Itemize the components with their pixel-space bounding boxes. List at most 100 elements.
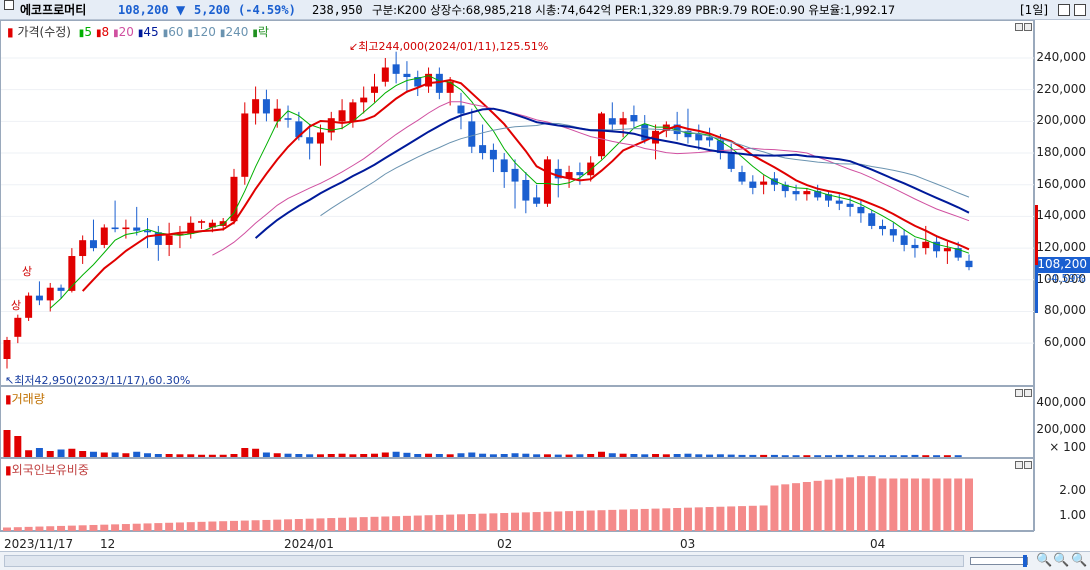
foreign-bar [456,514,465,531]
volume-bar [781,455,789,457]
candle-body [198,221,206,223]
volume-bar [230,454,238,457]
volume-bar [68,448,76,457]
foreign-bar [197,521,206,531]
candle-body [46,287,54,301]
candle-body [608,118,616,125]
candle-body [187,222,195,234]
panel-minimize-icon[interactable] [1015,23,1023,31]
stock-name[interactable]: 에코프로머티 [20,3,87,17]
volume-bar [349,454,357,457]
zoom-slider-handle[interactable] [1023,555,1027,567]
candle-body [543,159,551,204]
volume-bar [706,454,714,457]
candle-body [14,317,22,337]
foreign-bar [738,506,747,531]
date-label: 12 [100,537,116,551]
candle-body [652,130,660,144]
foreign-bar [554,511,563,531]
candle-body [371,86,379,93]
ma20-line [212,101,970,256]
volume-bar [338,453,346,457]
candle-body [468,121,476,147]
volume-bar [922,455,930,457]
volume-tick: 200,000 [1036,422,1086,436]
zoom-slider[interactable] [970,555,1028,567]
foreign-bar [824,479,833,531]
volume-bar [489,454,497,457]
foreign-bar [705,507,714,531]
candle-body [846,203,854,207]
volume-bar [597,451,605,457]
foreign-bar [381,516,390,531]
foreign-bar [467,513,476,531]
foreign-bar [175,522,184,531]
volume-bar [770,454,778,457]
foreign-bar [359,517,368,531]
ma8-line [81,78,970,292]
candle-body [533,197,541,204]
candle-body [695,134,703,141]
price-tick: 240,000 [1036,50,1086,64]
down-arrow-icon: ▼ [176,3,186,17]
foreign-chart-svg[interactable] [1,459,1035,532]
date-label: 04 [870,537,886,551]
candle-body [706,137,714,141]
foreign-bar [143,523,152,531]
volume-bar [716,454,724,457]
date-label: 2024/01 [284,537,334,551]
date-label: 03 [680,537,696,551]
maximize-icon[interactable] [1074,4,1086,16]
legend-ma-45: ▮45 [137,25,159,39]
panel-minimize-icon[interactable] [1015,461,1023,469]
panel-minimize-icon[interactable] [1015,389,1023,397]
zoom-out-icon[interactable]: 🔍 [1036,553,1053,568]
zoom-in-icon[interactable]: 🔍 [1053,553,1070,568]
minimize-icon[interactable] [1058,4,1070,16]
price-chart-panel[interactable]: ▮ 가격(수정) ▮5 ▮8 ▮20 ▮45 ▮60 ▮120 ▮240 ▮락 ↙최고244,… [0,20,1035,387]
panel-close-icon[interactable] [1024,23,1032,31]
volume-bar [295,454,303,457]
volume-bar [219,454,227,457]
low-annotation: ↖최저42,950(2023/11/17),60.30% [5,374,191,387]
volume-bar [824,455,832,457]
scroll-track[interactable] [4,555,964,567]
legend-ma-락: ▮락 [252,25,269,39]
foreign-bar [511,512,520,531]
candle-body [295,121,303,138]
foreign-bar [792,483,801,531]
volume-bar [479,453,487,457]
foreign-bar [478,513,487,531]
foreign-ownership-panel[interactable]: ▮외국인보유비중 [0,458,1034,531]
volume-bar [57,449,65,457]
foreign-bar [284,519,293,531]
foreign-bar [13,527,22,531]
foreign-bar [532,512,541,531]
candle-body [565,172,573,179]
ma-legend-list: ▮5 ▮8 ▮20 ▮45 ▮60 ▮120 ▮240 ▮락 [75,25,269,39]
volume-bar [252,448,260,457]
candle-body [922,241,930,249]
period-selector[interactable]: [1일] [1020,3,1049,17]
zoom-reset-icon[interactable]: 🔍 [1071,553,1088,568]
volume-panel[interactable]: ▮거래량 [0,386,1034,458]
candle-body [760,181,768,185]
volume-bar [576,454,584,457]
checkbox-icon[interactable] [4,0,14,10]
volume-bar [900,455,908,457]
panel-close-icon[interactable] [1024,461,1032,469]
foreign-tick: 2.00 [1059,483,1086,497]
volume-bar [868,455,876,457]
candle-body [446,81,454,93]
volume-bar [652,454,660,457]
volume-bar [208,454,216,457]
foreign-bar [662,508,671,531]
chart-scrollbar[interactable]: 🔍 🔍 🔍 [0,551,1090,570]
candle-body [911,244,919,249]
price-chart-svg[interactable] [1,21,1035,387]
volume-bar [273,453,281,457]
volume-bar [25,450,33,457]
volume-chart-svg[interactable] [1,387,1035,459]
panel-close-icon[interactable] [1024,389,1032,397]
candle-body [338,110,346,122]
